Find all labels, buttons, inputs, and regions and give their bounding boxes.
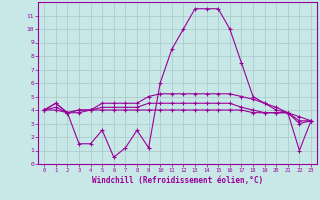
X-axis label: Windchill (Refroidissement éolien,°C): Windchill (Refroidissement éolien,°C) — [92, 176, 263, 185]
